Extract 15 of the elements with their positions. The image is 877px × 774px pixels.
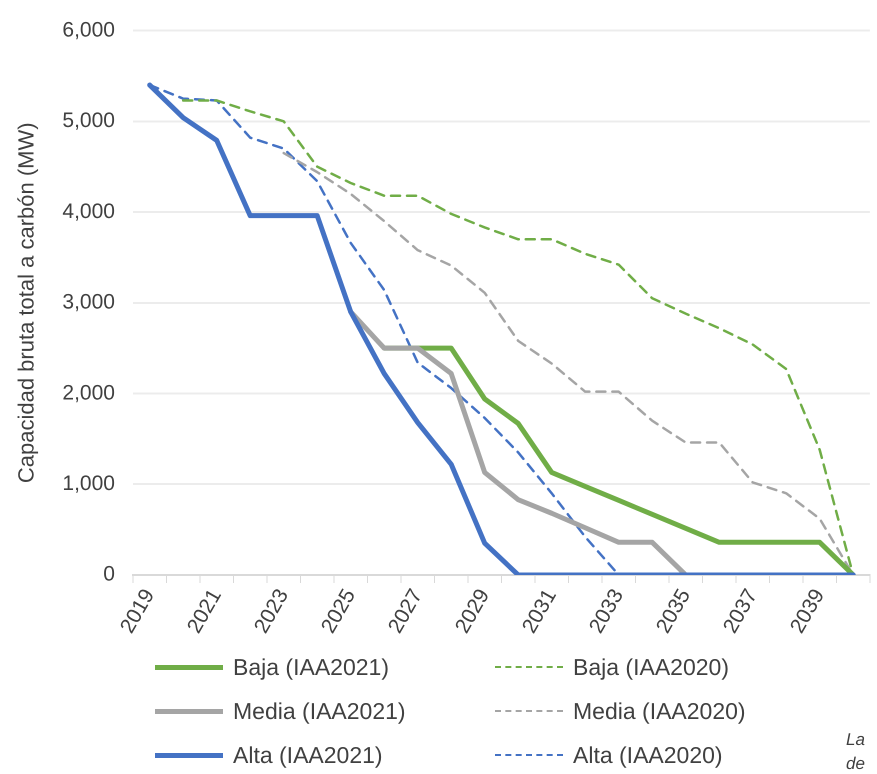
y-axis-title: Capacidad bruta total a carbón (MW) [13, 122, 38, 484]
legend-label: Alta (IAA2021) [233, 742, 383, 768]
legend-label: Media (IAA2021) [233, 698, 406, 724]
y-tick-label: 2,000 [62, 381, 115, 404]
y-tick-label: 6,000 [62, 18, 115, 42]
y-tick-label: 0 [103, 562, 115, 586]
legend-label: Alta (IAA2020) [573, 742, 723, 768]
y-tick-label: 3,000 [62, 290, 115, 314]
legend-label: Baja (IAA2021) [233, 654, 389, 680]
text: La de [846, 729, 866, 774]
y-tick-label: 4,000 [62, 200, 115, 223]
y-tick-label: 5,000 [62, 109, 115, 132]
y-tick-label: 1,000 [62, 472, 115, 496]
legend-label: Media (IAA2020) [573, 698, 746, 724]
legend-label: Baja (IAA2020) [573, 654, 729, 680]
